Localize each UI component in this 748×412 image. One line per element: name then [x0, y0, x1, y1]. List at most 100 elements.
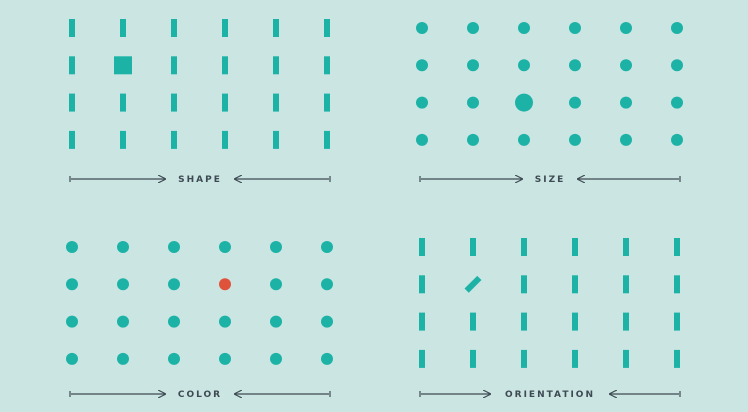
shape-mark [171, 56, 177, 74]
shape-mark [120, 94, 126, 112]
shape-mark [69, 19, 75, 37]
orientation-mark [521, 238, 527, 256]
shape-mark [120, 131, 126, 149]
shape-mark [324, 56, 330, 74]
shape-label: SHAPE [178, 175, 222, 185]
shape-mark [324, 94, 330, 112]
shape-mark [171, 19, 177, 37]
orientation-mark [623, 275, 629, 293]
orientation-mark [572, 238, 578, 256]
color-mark [270, 241, 282, 253]
orientation-mark [623, 350, 629, 368]
orientation-mark [674, 275, 680, 293]
color-mark [219, 316, 231, 328]
shape-mark [273, 94, 279, 112]
size-mark [416, 97, 428, 109]
color-mark [168, 278, 180, 290]
size-mark [671, 22, 683, 34]
orientation-mark [419, 350, 425, 368]
color-mark [270, 353, 282, 365]
color-mark [270, 278, 282, 290]
orientation-mark [572, 313, 578, 331]
orientation-mark [674, 238, 680, 256]
size-mark [620, 97, 632, 109]
orientation-mark [521, 313, 527, 331]
size-mark [671, 134, 683, 146]
orientation-mark [674, 313, 680, 331]
size-mark [467, 22, 479, 34]
color-mark [321, 241, 333, 253]
orientation-mark [572, 275, 578, 293]
orientation-mark [419, 275, 425, 293]
size-mark [569, 97, 581, 109]
shape-mark [171, 131, 177, 149]
shape-mark [69, 56, 75, 74]
shape-mark [222, 56, 228, 74]
color-mark [117, 278, 129, 290]
orientation-mark [521, 275, 527, 293]
size-mark [416, 22, 428, 34]
size-mark [416, 59, 428, 71]
color-mark [219, 241, 231, 253]
shape-mark [273, 19, 279, 37]
shape-mark [324, 131, 330, 149]
color-mark [66, 353, 78, 365]
size-mark [467, 134, 479, 146]
panel-orientation: ORIENTATION [419, 238, 680, 400]
color-mark [66, 278, 78, 290]
orientation-mark [521, 350, 527, 368]
orientation-label: ORIENTATION [505, 390, 595, 400]
size-mark [467, 97, 479, 109]
size-mark [518, 22, 530, 34]
orientation-mark [419, 313, 425, 331]
orientation-grid [419, 238, 680, 368]
size-mark [416, 134, 428, 146]
color-mark [321, 316, 333, 328]
color-mark [321, 353, 333, 365]
panel-shape: SHAPE [69, 19, 330, 185]
orientation-target-mark [465, 276, 482, 293]
size-label: SIZE [535, 175, 566, 185]
panel-color: COLOR [66, 241, 333, 400]
size-mark [569, 22, 581, 34]
color-target-mark [219, 278, 231, 290]
shape-target-mark [114, 56, 132, 74]
color-mark [168, 316, 180, 328]
size-mark [467, 59, 479, 71]
color-mark [168, 353, 180, 365]
shape-grid [69, 19, 330, 149]
size-mark [569, 134, 581, 146]
color-mark [66, 241, 78, 253]
color-mark [66, 316, 78, 328]
orientation-mark [674, 350, 680, 368]
shape-mark [171, 94, 177, 112]
color-mark [270, 316, 282, 328]
size-mark [620, 59, 632, 71]
shape-mark [324, 19, 330, 37]
orientation-mark [470, 238, 476, 256]
size-mark [518, 134, 530, 146]
shape-mark [273, 131, 279, 149]
color-mark [117, 353, 129, 365]
shape-mark [120, 19, 126, 37]
orientation-mark [623, 313, 629, 331]
size-mark [518, 59, 530, 71]
orientation-mark [623, 238, 629, 256]
size-mark [671, 59, 683, 71]
size-mark [569, 59, 581, 71]
color-mark [321, 278, 333, 290]
orientation-mark [470, 313, 476, 331]
size-mark [671, 97, 683, 109]
color-label: COLOR [178, 390, 222, 400]
color-mark [117, 241, 129, 253]
size-grid [416, 22, 683, 146]
shape-mark [222, 19, 228, 37]
color-mark [117, 316, 129, 328]
orientation-mark [470, 350, 476, 368]
color-mark [219, 353, 231, 365]
color-grid [66, 241, 333, 365]
shape-mark [222, 131, 228, 149]
size-target-mark [515, 94, 533, 112]
orientation-mark [419, 238, 425, 256]
shape-mark [222, 94, 228, 112]
